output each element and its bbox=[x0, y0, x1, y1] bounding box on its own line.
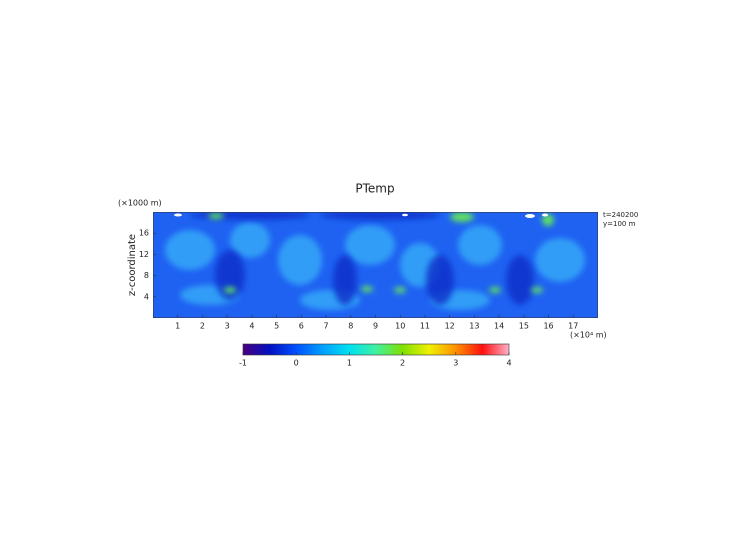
y-unit-label: (×1000 m) bbox=[118, 199, 162, 208]
colorbar-tick-label: 2 bbox=[400, 359, 405, 368]
x-tick-label: 10 bbox=[395, 322, 405, 331]
colorbar-tick-label: 4 bbox=[506, 359, 511, 368]
x-tick-label: 5 bbox=[274, 322, 279, 331]
x-unit-label: (×10⁴ m) bbox=[570, 331, 607, 340]
chart-title: PTemp bbox=[355, 182, 394, 196]
colorbar-tick-label: 0 bbox=[294, 359, 299, 368]
colorbar-tick-label: -1 bbox=[239, 359, 247, 368]
y-tick-label: 12 bbox=[139, 250, 149, 259]
x-tick-label: 7 bbox=[324, 322, 329, 331]
annotation: t=240200 bbox=[603, 211, 638, 219]
x-tick-label: 12 bbox=[445, 322, 455, 331]
x-tick-label: 15 bbox=[519, 322, 529, 331]
y-axis-label: z-coordinate bbox=[127, 234, 138, 296]
y-tick-label: 8 bbox=[144, 271, 149, 280]
x-tick-label: 4 bbox=[249, 322, 254, 331]
annotation: y=100 m bbox=[603, 220, 636, 228]
x-tick-label: 1 bbox=[175, 322, 180, 331]
colorbar-tick-label: 3 bbox=[453, 359, 458, 368]
field bbox=[153, 212, 598, 318]
x-tick-label: 2 bbox=[200, 322, 205, 331]
x-tick-label: 11 bbox=[420, 322, 430, 331]
x-tick-label: 8 bbox=[348, 322, 353, 331]
x-tick-label: 13 bbox=[469, 322, 479, 331]
x-tick-label: 3 bbox=[225, 322, 230, 331]
x-tick-label: 14 bbox=[494, 322, 504, 331]
x-tick-label: 17 bbox=[568, 322, 578, 331]
x-tick-label: 6 bbox=[299, 322, 304, 331]
x-tick-label: 9 bbox=[373, 322, 378, 331]
y-tick-label: 4 bbox=[144, 292, 149, 301]
colorbar-tick-label: 1 bbox=[347, 359, 352, 368]
y-tick-label: 16 bbox=[139, 229, 149, 238]
colorbar bbox=[242, 343, 510, 356]
x-tick-label: 16 bbox=[543, 322, 553, 331]
